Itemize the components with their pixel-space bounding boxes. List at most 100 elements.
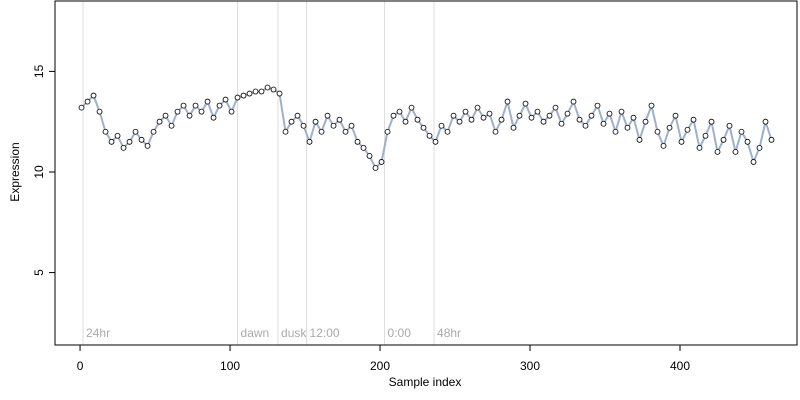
point xyxy=(420,124,427,131)
point xyxy=(534,108,541,115)
point xyxy=(318,128,325,135)
marker-label: 0:00 xyxy=(388,326,412,340)
point xyxy=(474,104,481,111)
point xyxy=(228,108,235,115)
point xyxy=(642,118,649,125)
point xyxy=(90,92,97,99)
point xyxy=(384,128,391,135)
point xyxy=(684,126,691,133)
point xyxy=(132,128,139,135)
point xyxy=(504,98,511,105)
point xyxy=(396,108,403,115)
point xyxy=(498,116,505,123)
point xyxy=(714,148,721,155)
point xyxy=(762,118,769,125)
y-axis-label: Expression xyxy=(8,142,22,201)
point xyxy=(648,102,655,109)
point xyxy=(222,96,229,103)
marker-label: 12:00 xyxy=(310,326,340,340)
point xyxy=(108,138,115,145)
point xyxy=(234,94,241,101)
point xyxy=(360,144,367,151)
y-tick-label: 10 xyxy=(32,165,46,179)
point xyxy=(522,100,529,107)
point xyxy=(468,116,475,123)
point xyxy=(186,112,193,119)
point xyxy=(612,128,619,135)
point xyxy=(270,86,277,93)
point xyxy=(114,132,121,139)
point xyxy=(372,165,379,171)
x-tick-label: 300 xyxy=(520,359,540,373)
point xyxy=(96,108,103,115)
point xyxy=(438,122,445,129)
point xyxy=(414,116,421,123)
point xyxy=(282,128,289,135)
point xyxy=(558,120,565,127)
x-tick-label: 100 xyxy=(220,359,240,373)
point xyxy=(162,112,169,119)
point xyxy=(84,98,91,105)
point xyxy=(378,159,385,165)
point xyxy=(594,102,601,109)
marker-label: 48hr xyxy=(437,326,461,340)
point xyxy=(516,112,523,119)
point xyxy=(492,128,499,135)
point xyxy=(174,108,181,115)
point xyxy=(738,128,745,135)
point xyxy=(618,108,625,115)
point xyxy=(330,122,337,129)
point xyxy=(390,112,397,119)
marker-label: dusk xyxy=(281,326,307,340)
point xyxy=(768,136,775,143)
point xyxy=(702,132,709,139)
point xyxy=(660,142,667,149)
point xyxy=(354,138,361,145)
point xyxy=(672,112,679,119)
x-tick-label: 200 xyxy=(370,359,390,373)
point xyxy=(444,128,451,135)
point xyxy=(288,118,295,125)
point xyxy=(78,104,85,111)
point xyxy=(696,144,703,151)
point xyxy=(120,144,127,151)
point xyxy=(462,108,469,115)
point xyxy=(606,110,613,117)
point xyxy=(552,104,559,111)
point xyxy=(156,118,163,125)
plot-frame xyxy=(54,0,798,346)
point xyxy=(750,159,757,165)
marker-label: dawn xyxy=(241,326,270,340)
point xyxy=(456,118,463,125)
point xyxy=(342,128,349,135)
point xyxy=(510,124,517,131)
point xyxy=(708,118,715,125)
point xyxy=(138,136,145,143)
point xyxy=(666,124,673,131)
y-tick-label: 15 xyxy=(32,64,46,78)
point xyxy=(564,110,571,117)
point xyxy=(600,120,607,127)
point xyxy=(276,90,283,97)
point xyxy=(126,138,133,145)
point xyxy=(450,112,457,119)
point xyxy=(690,116,697,123)
point xyxy=(576,116,583,123)
point xyxy=(336,116,343,123)
point xyxy=(102,128,109,135)
point xyxy=(210,114,217,121)
point xyxy=(366,153,373,159)
point xyxy=(570,98,577,105)
point xyxy=(300,122,307,129)
point xyxy=(294,112,301,119)
point xyxy=(204,98,211,105)
point xyxy=(654,128,661,135)
point xyxy=(720,136,727,143)
point xyxy=(264,84,271,91)
point xyxy=(198,108,205,115)
point xyxy=(732,148,739,155)
point xyxy=(582,122,589,129)
point xyxy=(588,112,595,119)
point xyxy=(180,102,187,109)
